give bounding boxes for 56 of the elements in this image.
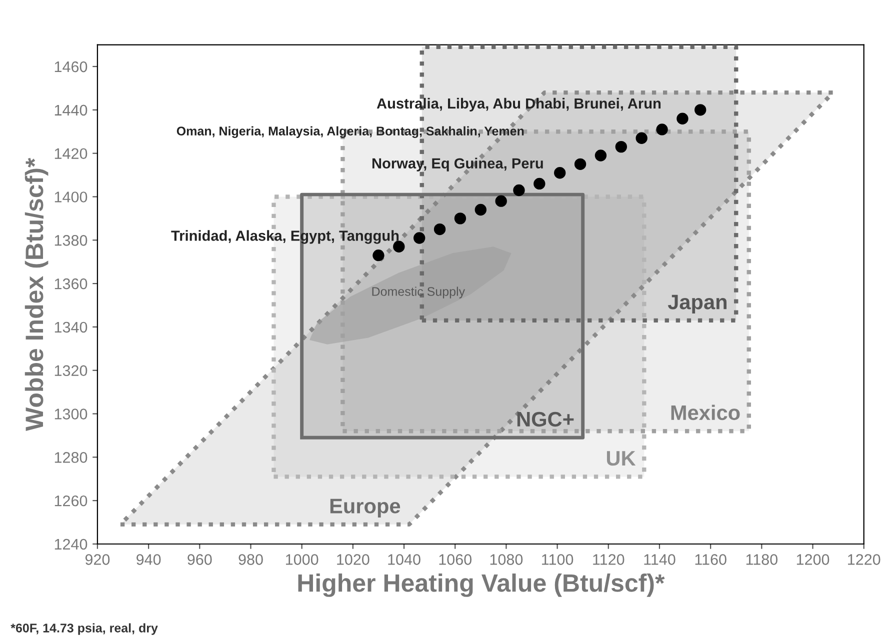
- annotation: Norway, Eq Guinea, Peru: [372, 158, 543, 172]
- x-tick-label: 1040: [388, 554, 420, 565]
- x-tick-label: 1140: [644, 554, 676, 565]
- point: [474, 204, 486, 216]
- point: [495, 195, 507, 207]
- y-tick-label: 1260: [54, 495, 88, 506]
- point: [372, 249, 384, 262]
- series-label: NGC+: [517, 412, 574, 427]
- y-tick-label: 1460: [54, 61, 88, 72]
- point: [434, 223, 446, 236]
- series-label: Domestic Supply: [372, 286, 466, 298]
- x-tick-label: 1020: [337, 554, 370, 565]
- point: [534, 178, 546, 190]
- annotation: Australia, Libya, Abu Dhabi, Brunei, Arun: [376, 98, 661, 112]
- series-label: Europe: [330, 498, 400, 518]
- point: [694, 104, 706, 116]
- x-tick-label: 1160: [695, 554, 726, 565]
- y-tick-label: 1380: [54, 235, 88, 246]
- y-tick-label: 1340: [54, 322, 88, 333]
- x-tick-label: 1000: [286, 554, 318, 565]
- series-label: UK: [606, 451, 636, 466]
- x-axis-title: Higher Heating Value (Btu/scf)*: [298, 574, 665, 597]
- point: [574, 158, 586, 170]
- point: [636, 132, 648, 144]
- y-tick-label: 1360: [54, 278, 88, 290]
- x-tick-label: 960: [188, 554, 212, 565]
- y-tick-label: 1440: [54, 104, 88, 116]
- annotation: Oman, Nigeria, Malaysia, Algeria, Bontag, Sakhalin, Yemen: [176, 126, 524, 138]
- x-tick-label: 1180: [746, 554, 778, 565]
- point: [513, 184, 525, 196]
- x-tick-label: 940: [136, 554, 161, 565]
- text: *60F, 14.73 psia, real, dry: [10, 623, 158, 635]
- y-tick-label: 1280: [54, 452, 88, 463]
- y-tick-label: 1400: [54, 192, 88, 202]
- x-tick-label: 920: [85, 554, 110, 565]
- point: [414, 232, 426, 244]
- point: [554, 167, 566, 179]
- point: [656, 124, 668, 136]
- point: [454, 212, 466, 224]
- series-label: Mexico: [671, 404, 740, 420]
- y-axis-title: Wobbe Index (Btu/scf)*: [24, 158, 48, 431]
- y-tick-label: 1300: [54, 408, 88, 420]
- point: [676, 112, 688, 124]
- x-tick-label: 1200: [796, 554, 830, 565]
- y-tick-label: 1240: [54, 538, 88, 550]
- x-tick-label: 980: [238, 554, 263, 565]
- point: [615, 140, 628, 153]
- x-tick-label: 1080: [490, 554, 523, 565]
- x-tick-label: 1220: [848, 554, 880, 565]
- y-tick-label: 1420: [54, 148, 88, 160]
- point: [594, 150, 607, 162]
- x-tick-label: 1120: [593, 554, 624, 565]
- series-label: Japan: [668, 294, 726, 314]
- x-tick-label: 1100: [542, 554, 574, 565]
- x-tick-label: 1060: [439, 554, 472, 565]
- y-tick-label: 1320: [54, 365, 88, 376]
